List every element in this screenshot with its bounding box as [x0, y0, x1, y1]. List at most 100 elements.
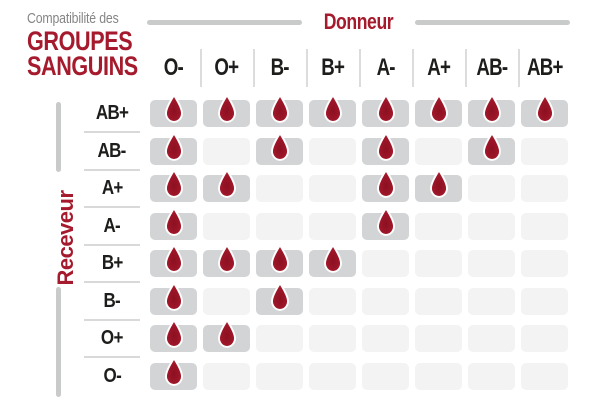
cell-A+-B+: [309, 175, 356, 202]
cell-B+-B+: [309, 244, 356, 277]
blood-drop-icon: [376, 169, 395, 198]
cell-A+-O+: [203, 169, 250, 202]
row-separator: [84, 281, 140, 284]
cell-O+-AB+: [521, 325, 568, 352]
cell-B--AB+: [521, 287, 568, 315]
blood-drop-icon: [164, 131, 183, 161]
cell-B+-A-: [362, 250, 409, 277]
cell-A+-B-: [256, 175, 303, 202]
row-header-label: A+: [101, 177, 124, 199]
donor-axis: Donneur: [147, 9, 571, 35]
cell-B+-AB+: [521, 250, 568, 277]
row-separator: [84, 356, 140, 359]
cell-B--B-: [256, 281, 303, 315]
cell-AB+-AB-: [468, 94, 515, 127]
title-line-2: SANGUINS: [27, 51, 138, 81]
blood-drop-icon: [429, 169, 448, 198]
cell-AB+-A-: [362, 94, 409, 127]
title-kicker: Compatibilité des: [27, 10, 119, 27]
cell-AB--B-: [256, 131, 303, 165]
column-header-A+: A+: [415, 48, 462, 88]
blood-drop-icon: [482, 94, 501, 123]
cell-AB+-B-: [256, 94, 303, 127]
cell-O--B+: [309, 362, 356, 390]
row-separator: [84, 131, 140, 134]
blood-drop-icon: [270, 131, 289, 161]
cell-O--B-: [256, 362, 303, 390]
cell-O--AB-: [468, 362, 515, 390]
blood-drop-icon: [429, 94, 448, 123]
row-separator: [84, 206, 140, 209]
column-divider: [306, 49, 308, 87]
column-divider: [253, 49, 255, 87]
cell-A--O-: [150, 206, 197, 240]
column-header-label: B-: [270, 54, 289, 81]
row-header-O-: O-: [84, 363, 140, 390]
blood-drop-icon: [482, 131, 501, 161]
column-divider: [465, 49, 467, 87]
column-divider: [359, 49, 361, 87]
cell-B+-AB-: [468, 250, 515, 277]
cell-AB--AB+: [521, 137, 568, 165]
cell-A--O+: [203, 212, 250, 240]
row-header-A-: A-: [84, 213, 140, 240]
row-header-label: B-: [103, 289, 121, 312]
cell-O+-B+: [309, 325, 356, 352]
cell-O+-A-: [362, 325, 409, 352]
cell-AB--B+: [309, 137, 356, 165]
row-header-label: O-: [103, 364, 121, 387]
blood-drop-icon: [270, 94, 289, 123]
cell-B+-B-: [256, 244, 303, 277]
cell-O--AB+: [521, 362, 568, 390]
blood-drop-icon: [217, 94, 236, 123]
column-header-label: A+: [427, 54, 451, 81]
cell-B+-A+: [415, 250, 462, 277]
blood-drop-icon: [323, 94, 342, 123]
cell-O+-A+: [415, 325, 462, 352]
row-header-label: AB+: [95, 102, 129, 124]
receiver-axis-label: Receveur: [53, 190, 78, 286]
column-header-label: AB-: [476, 54, 508, 81]
blood-drop-icon: [217, 244, 236, 273]
cell-B--O-: [150, 281, 197, 315]
cell-AB--O+: [203, 137, 250, 165]
row-header-label: B+: [101, 252, 124, 274]
column-divider: [518, 49, 520, 87]
column-divider: [412, 49, 414, 87]
cell-AB+-B+: [309, 94, 356, 127]
cell-AB+-O+: [203, 94, 250, 127]
row-header-label: A-: [103, 214, 121, 237]
blood-drop-icon: [376, 131, 395, 161]
donor-axis-label: Donneur: [323, 9, 394, 34]
cell-A--AB-: [468, 212, 515, 240]
cell-B--B+: [309, 287, 356, 315]
cell-A--AB+: [521, 212, 568, 240]
donor-axis-line-left: [147, 19, 303, 25]
cell-O+-AB-: [468, 325, 515, 352]
blood-drop-icon: [164, 319, 183, 348]
cell-A--B+: [309, 212, 356, 240]
blood-drop-icon: [164, 206, 183, 236]
column-header-O-: O-: [150, 48, 197, 88]
cell-A--A+: [415, 212, 462, 240]
row-separator: [84, 318, 140, 321]
column-header-AB-: AB-: [468, 48, 515, 88]
cell-B--AB-: [468, 287, 515, 315]
column-header-label: A-: [376, 54, 395, 81]
row-header-AB-: AB-: [84, 138, 140, 165]
cell-B--A-: [362, 287, 409, 315]
row-header-label: AB-: [97, 139, 127, 162]
row-separator: [84, 168, 140, 171]
cell-A+-A+: [415, 169, 462, 202]
row-header-B+: B+: [84, 250, 140, 277]
cell-AB+-O-: [150, 94, 197, 127]
cell-O+-B-: [256, 325, 303, 352]
blood-drop-icon: [164, 244, 183, 273]
chart-title: Compatibilité des GROUPES SANGUINS: [27, 10, 166, 81]
column-header-A-: A-: [362, 48, 409, 88]
row-header-A+: A+: [84, 175, 140, 202]
cell-A+-AB-: [468, 175, 515, 202]
column-divider: [200, 49, 202, 87]
receiver-axis-line-top: [56, 102, 61, 172]
